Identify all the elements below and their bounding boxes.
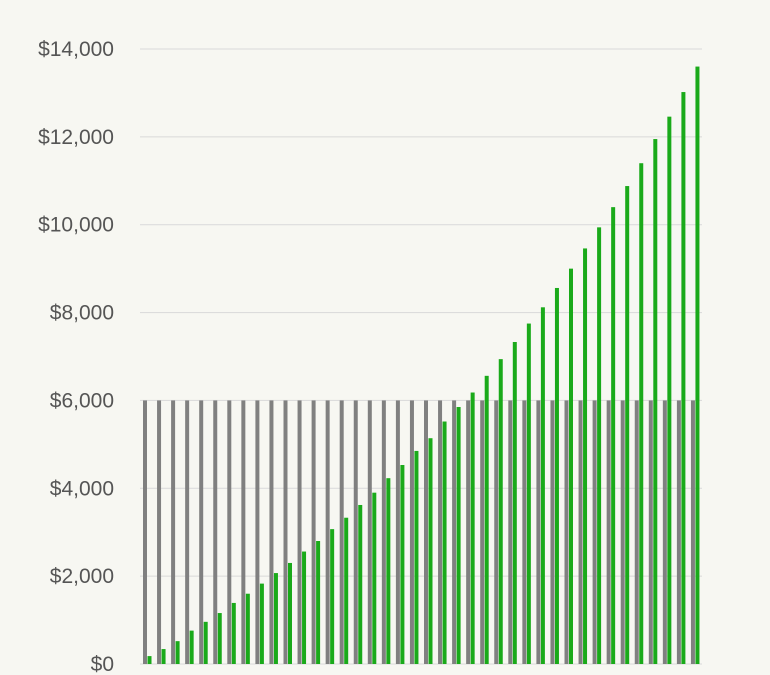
bar-series-2 [498,359,503,664]
bar-series-2 [245,593,250,664]
y-tick-label: $6,000 [50,389,114,412]
bar-series-2 [428,438,433,664]
bar-series-1 [452,400,457,664]
bar-series-2 [189,630,194,664]
bar-series-2 [667,116,672,664]
bar-series-1 [536,400,541,664]
bar-series-1 [311,400,316,664]
bar-series-2 [442,421,447,664]
bar-series-1 [550,400,555,664]
bar-series-2 [554,287,559,664]
bar-series-2 [147,656,152,664]
bar-series-2 [625,186,630,665]
bar-series-2 [344,517,349,664]
bar-series-1 [564,400,569,664]
bar-series-2 [217,613,222,664]
bar-series-2 [316,541,321,664]
bar-series-1 [676,400,681,664]
bar-series-2 [540,307,545,664]
bar-series-1 [662,400,667,664]
bar-series-1 [494,400,499,664]
bar-series-2 [583,248,588,664]
bar-series-2 [484,375,489,664]
bar-series-2 [259,583,264,664]
bar-series-2 [470,392,475,664]
y-tick-label: $2,000 [50,565,114,588]
bar-series-1 [522,400,527,664]
bar-series-2 [512,342,517,664]
bar-series-2 [161,649,166,664]
bar-series-2 [302,551,307,664]
bar-series-2 [681,92,686,665]
bar-series-2 [203,621,208,664]
bar-series-1 [157,400,162,664]
bar-series-2 [330,529,335,664]
bar-series-2 [372,492,377,664]
bar-series-1 [592,400,597,664]
bar-series-1 [578,400,583,664]
y-tick-label: $10,000 [38,214,114,237]
grid-lines [140,48,702,665]
y-tick-label: $4,000 [50,477,114,500]
bar-series-2 [569,268,573,664]
bar-series-1 [648,400,653,664]
bar-series-1 [269,400,274,664]
bar-series-2 [653,139,658,664]
bar-series-1 [171,400,176,664]
y-tick-label: $12,000 [38,126,114,149]
bar-series-1 [606,400,611,664]
bar-series-1 [213,400,218,664]
bar-series-1 [466,400,471,664]
bar-series-1 [283,400,288,664]
y-tick-label: $14,000 [38,38,114,61]
bar-series-1 [424,400,428,664]
bar-series-1 [409,400,414,664]
bar-series-1 [297,400,302,664]
bar-series-2 [639,163,644,664]
bar-series-1 [227,400,232,664]
bar-series-1 [255,400,260,664]
bar-series-2 [358,504,363,664]
bar-series-1 [353,400,358,664]
y-axis-labels: $0 $2,000 $4,000 $6,000 $8,000 $10,000 $12,000… [38,38,114,675]
bar-series-1 [325,400,330,664]
bar-series-2 [695,66,700,665]
bar-series-1 [339,400,344,664]
bar-series-1 [634,400,639,664]
bar-series-1 [480,400,485,664]
bar-series-2 [456,407,461,664]
bar-series-2 [273,573,278,664]
bar-series-1 [199,400,204,664]
bar-series-2 [175,641,180,664]
bar-series-1 [143,400,147,664]
bar-series-2 [597,227,602,664]
bar-series-1 [395,400,400,664]
bar-series-1 [381,400,386,664]
bar-series-2 [288,562,292,664]
bar-series-2 [611,207,616,664]
bar-series-1 [508,400,513,664]
bar-series-2 [386,478,391,664]
y-tick-label: $8,000 [50,302,114,325]
bar-series-2 [414,450,419,664]
y-tick-label: $0 [91,653,114,675]
bar-series-2 [526,323,531,664]
bars [143,66,700,665]
bar-series-2 [231,602,236,664]
bar-series-1 [241,400,246,664]
bar-series-1 [690,400,695,664]
bar-series-1 [620,400,625,664]
bar-series-1 [185,400,190,664]
bar-series-2 [400,465,405,664]
bar-series-1 [438,400,443,664]
bar-series-1 [367,400,372,664]
